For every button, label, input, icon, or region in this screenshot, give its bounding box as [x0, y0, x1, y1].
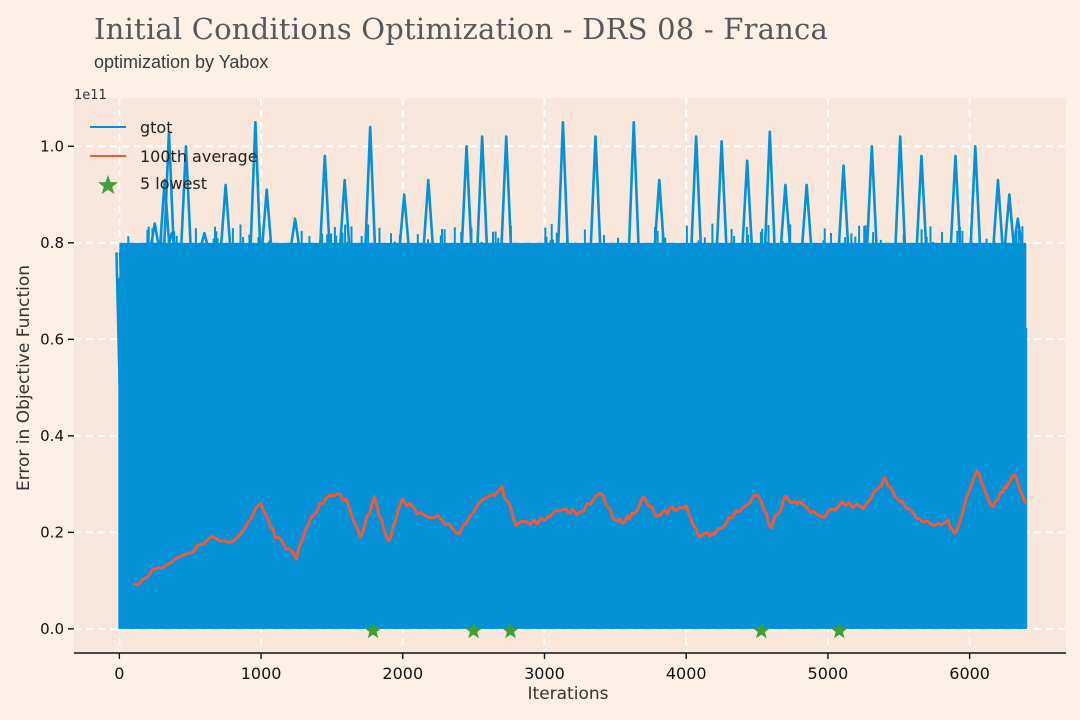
lowest-point-star	[501, 621, 519, 639]
y-axis-ticks: 0.0 0.2 0.4 0.6 0.8 1.0	[40, 137, 74, 638]
average-line	[133, 469, 1028, 587]
gtot-spike	[893, 135, 907, 253]
gtot-spike	[162, 130, 176, 253]
gtot-spike	[800, 183, 813, 253]
lowest-points	[364, 621, 848, 639]
gtot-spike	[991, 178, 1005, 253]
legend: gtot 100th average 5 lowest	[90, 118, 258, 194]
gtot-spike	[837, 164, 850, 253]
x-tick-label: 2000	[382, 664, 423, 683]
y-tick-label: 0.0	[40, 620, 64, 638]
gtot-spike	[689, 135, 703, 253]
x-axis-label: Iterations	[528, 684, 609, 704]
y-offset-label: 1e11	[74, 88, 107, 103]
gtot-spike	[969, 144, 982, 253]
gtot-spike	[138, 252, 152, 293]
gtot-spike	[198, 231, 211, 253]
gtot-spike	[1011, 217, 1025, 253]
average-series	[133, 469, 1028, 587]
x-tick-label: 3000	[524, 664, 565, 683]
x-tick-label: 5000	[808, 664, 849, 683]
gtot-spike	[865, 144, 879, 253]
x-tick-label: 6000	[949, 664, 990, 683]
gtot-spike	[148, 222, 162, 253]
gtot-spike	[249, 120, 262, 253]
chart-title: Initial Conditions Optimization - DRS 08…	[94, 12, 828, 46]
gtot-spike	[338, 178, 351, 253]
x-tick-label: 4000	[666, 664, 707, 683]
legend-gtot-label: gtot	[140, 118, 173, 137]
legend-lowest-label: 5 lowest	[140, 174, 207, 193]
gtot-spike	[475, 135, 489, 253]
gtot-spike	[556, 120, 570, 253]
gtot-spike	[128, 252, 142, 312]
gtot-spike	[397, 193, 411, 253]
legend-lowest-star	[98, 175, 118, 194]
lowest-point-star	[465, 621, 483, 639]
x-tick-label: 1000	[241, 664, 282, 683]
gtot-spike	[715, 140, 728, 253]
lowest-point-star	[830, 621, 848, 639]
gtot-spike	[158, 178, 171, 253]
gtot-spike	[1003, 193, 1016, 253]
gtot-spike	[179, 144, 193, 253]
gtot-spike	[949, 154, 962, 253]
gtot-spike	[165, 231, 179, 253]
gtot-spike	[124, 252, 137, 307]
y-axis-label: Error in Objective Function	[14, 265, 34, 491]
gtot-series	[115, 120, 1028, 629]
y-tick-label: 1.0	[40, 137, 64, 155]
gtot-spike	[740, 159, 754, 253]
gtot-spike	[318, 154, 332, 253]
gtot-spike	[421, 178, 435, 253]
gtot-spike	[118, 252, 132, 389]
x-tick-label: 0	[114, 664, 124, 683]
gtot-spike	[142, 252, 156, 317]
y-tick-label: 0.6	[40, 330, 64, 348]
chart-subtitle: optimization by Yabox	[94, 52, 269, 72]
gtot-texture	[118, 223, 1028, 629]
gtot-spike	[589, 135, 602, 253]
gtot-spike	[779, 183, 792, 253]
gtot-spike	[363, 125, 377, 253]
legend-average-label: 100th average	[140, 147, 258, 166]
gtot-spike	[460, 144, 473, 253]
y-tick-label: 0.4	[40, 427, 64, 445]
y-tick-label: 0.8	[40, 234, 64, 252]
gtot-spike	[652, 178, 666, 253]
gtot-spike	[219, 183, 232, 253]
gtot-spike	[260, 188, 274, 253]
x-axis-ticks: 0 1000 2000 3000 4000 5000 6000	[114, 653, 990, 683]
lowest-point-star	[364, 621, 382, 639]
gtot-spike	[288, 217, 302, 253]
gtot-spike	[915, 154, 928, 253]
lowest-point-star	[752, 621, 770, 639]
gtot-spike	[763, 130, 777, 253]
gtot-spike	[499, 135, 513, 253]
y-tick-label: 0.2	[40, 523, 64, 541]
gtot-spike	[627, 120, 641, 253]
